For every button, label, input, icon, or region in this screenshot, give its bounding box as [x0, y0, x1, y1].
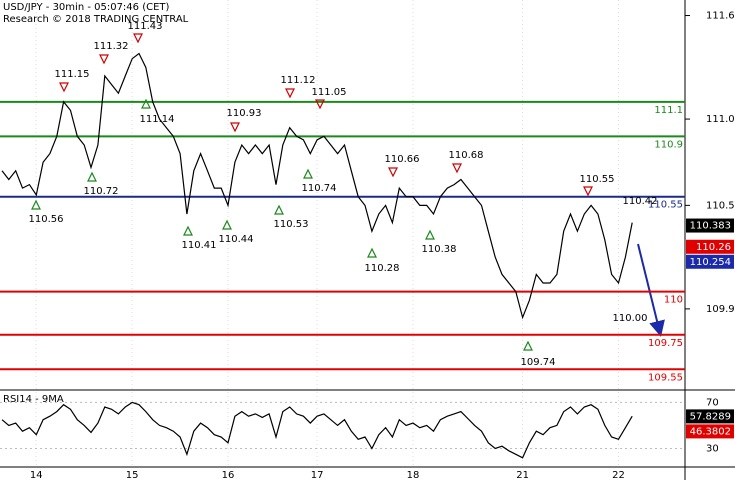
chart-title: USD/JPY - 30min - 05:07:46 (CET): [3, 2, 170, 13]
annotation: 110.38: [422, 244, 457, 255]
y-tick-label: 111.6: [706, 11, 735, 22]
price-tag-label: 57.8289: [690, 411, 731, 422]
y-tick-label: 110.5: [706, 200, 735, 211]
annotation: 111.15: [55, 69, 90, 80]
x-tick-label: 16: [222, 470, 235, 480]
annotation: 110.68: [449, 150, 484, 161]
high-marker: [99, 54, 109, 65]
high-marker: [583, 186, 593, 197]
panel-title: RSI14 - 9MA: [3, 394, 64, 405]
annotation: 110.72: [84, 186, 119, 197]
price-line: [1, 401, 633, 459]
annotation: 111.43: [128, 21, 163, 32]
annotation: 110.55: [580, 174, 615, 185]
annotation: 110.93: [227, 108, 262, 119]
low-marker: [274, 204, 284, 215]
low-marker: [87, 171, 97, 182]
annotation: 110.44: [219, 234, 254, 245]
y-tick-label: 111.0: [706, 114, 735, 125]
price-tag-label: 110.383: [690, 221, 731, 232]
price-tag: [686, 218, 734, 233]
x-tick-label: 22: [612, 470, 625, 480]
annotation: 110.28: [365, 263, 400, 274]
high-marker: [59, 82, 69, 93]
high-marker: [315, 99, 325, 110]
x-tick-label: 14: [30, 470, 43, 480]
price-tag-label: 110.254: [690, 257, 731, 268]
low-marker: [31, 199, 41, 210]
price-tag-label: 46.3802: [690, 426, 731, 437]
y-tick-label: 109.9: [706, 304, 735, 315]
annotation: 111.12: [281, 75, 316, 86]
high-marker: [133, 33, 143, 44]
high-marker: [230, 122, 240, 133]
high-marker: [452, 163, 462, 174]
low-marker: [303, 168, 313, 179]
level-label: 110.55: [648, 200, 683, 211]
annotation: 110.74: [302, 183, 337, 194]
x-tick-label: 21: [516, 470, 529, 480]
level-label: 111.1: [654, 105, 683, 116]
y-tick-label: 70: [706, 397, 719, 408]
annotation: 110.42: [623, 196, 658, 207]
annotation: 110.53: [274, 219, 309, 230]
price-tag: [686, 409, 734, 424]
low-marker: [425, 229, 435, 240]
price-tag: [686, 424, 734, 439]
annotation: 110.56: [29, 214, 64, 225]
level-label: 110: [664, 295, 683, 306]
price-tag: [686, 239, 734, 254]
level-label: 109.55: [648, 372, 683, 383]
low-marker: [183, 225, 193, 236]
low-marker: [367, 247, 377, 258]
high-marker: [285, 88, 295, 99]
x-tick-label: 18: [407, 470, 420, 480]
annotation: 109.74: [521, 357, 556, 368]
low-marker: [222, 219, 232, 230]
y-tick-label: 30: [706, 444, 719, 455]
annotation: 111.05: [312, 87, 347, 98]
level-label: 110.9: [654, 139, 683, 150]
x-tick-label: 15: [126, 470, 139, 480]
level-label: 109.75: [648, 338, 683, 349]
annotation: 111.14: [140, 114, 175, 125]
chart-subtitle: Research © 2018 TRADING CENTRAL: [3, 14, 189, 25]
forecast-arrow: [637, 243, 665, 337]
x-tick-label: 17: [311, 470, 324, 480]
annotation: 110.66: [385, 154, 420, 165]
low-marker: [523, 340, 533, 351]
high-marker: [388, 167, 398, 178]
low-marker: [141, 98, 151, 109]
annotation: 110.41: [182, 240, 217, 251]
annotation: 110.00: [613, 313, 648, 324]
price-line: [1, 52, 633, 320]
annotation: 111.32: [94, 41, 129, 52]
price-tag: [686, 254, 734, 269]
price-tag-label: 110.26: [696, 242, 731, 253]
